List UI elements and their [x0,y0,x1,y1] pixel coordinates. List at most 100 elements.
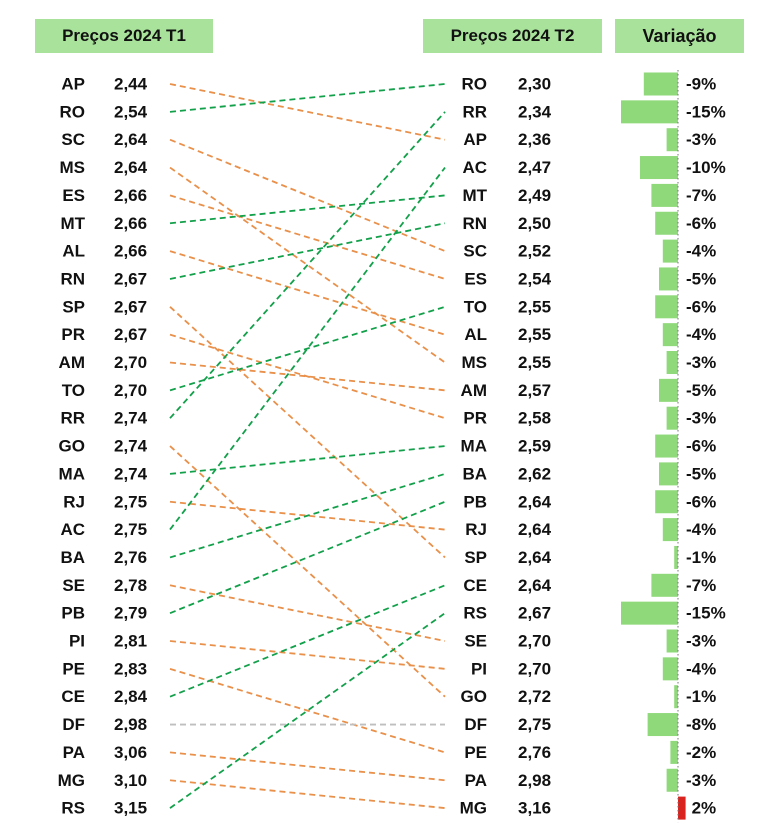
left-state-mt: MT [60,214,85,233]
connector-line-mt [169,194,446,225]
left-column: AP 2,44 RO 2,54 SC 2,64 MS 2,64 ES 2,66 MT 2,66 AL 2,… [58,75,148,818]
right-state-rr: RR [462,102,487,121]
variation-label-ma: -6% [686,437,716,456]
connector-line-to [169,305,446,392]
left-value-go: 2,74 [114,437,148,456]
left-value-ac: 2,75 [114,520,147,539]
left-state-pr: PR [61,325,85,344]
left-value-sc: 2,64 [114,130,148,149]
right-state-se: SE [464,632,487,651]
left-value-sp: 2,67 [114,297,147,316]
right-value-pb: 2,64 [518,492,552,511]
right-value-ba: 2,62 [518,464,551,483]
connector-line-es [169,194,446,280]
connector-line-rj [169,500,446,531]
connector-line-pa [169,751,446,782]
right-value-go: 2,72 [518,687,551,706]
left-state-ba: BA [60,548,85,567]
header-t1: Preços 2024 T1 [35,19,213,53]
right-state-to: TO [464,297,487,316]
variation-label-ms: -3% [686,353,716,372]
connector-lines [169,83,446,809]
variation-bar-ac [640,156,678,180]
right-state-df: DF [464,715,487,734]
left-state-pa: PA [63,743,85,762]
variation-bars: -9% -15% -3% -10% -7% -6% -4% -5% -6% -4% -3% -5% -3… [621,70,726,823]
right-value-al: 2,55 [518,325,551,344]
connector-line-se [169,584,446,642]
right-value-se: 2,70 [518,632,551,651]
right-state-rn: RN [462,214,487,233]
left-state-rj: RJ [63,492,85,511]
left-state-ap: AP [61,75,85,94]
connector-line-ba [169,473,446,559]
variation-bar-rj [662,518,678,542]
right-state-pa: PA [465,771,487,790]
left-state-ms: MS [60,158,86,177]
variation-label-rr: -15% [686,102,726,121]
right-value-pi: 2,70 [518,659,551,678]
connector-line-ac [169,167,446,531]
variation-label-ro: -9% [686,75,716,94]
left-state-pb: PB [61,604,85,623]
left-state-rr: RR [60,409,85,428]
right-value-rs: 2,67 [518,604,551,623]
left-state-ac: AC [60,520,85,539]
connector-line-sp [169,306,446,559]
right-state-ap: AP [463,130,487,149]
variation-label-ac: -10% [686,158,726,177]
right-state-ro: RO [462,75,488,94]
right-state-pi: PI [471,659,487,678]
right-state-mg: MG [460,799,487,818]
variation-label-ap: -3% [686,130,716,149]
right-value-ac: 2,47 [518,158,551,177]
left-state-rs: RS [61,799,85,818]
left-value-ro: 2,54 [114,102,148,121]
left-state-pi: PI [69,632,85,651]
right-state-am: AM [461,381,487,400]
variation-bar-ma [655,434,678,458]
left-state-mg: MG [58,771,85,790]
right-state-sc: SC [463,242,487,261]
variation-bar-ce [651,573,678,597]
variation-label-rj: -4% [686,520,716,539]
left-state-es: ES [62,186,85,205]
right-value-ro: 2,30 [518,75,551,94]
variation-bar-se [666,629,678,653]
variation-bar-rr [621,100,678,124]
left-state-ce: CE [61,687,85,706]
variation-bar-sp [674,545,678,569]
left-value-al: 2,66 [114,242,147,261]
variation-label-to: -6% [686,297,716,316]
right-value-mg: 3,16 [518,799,551,818]
right-state-sp: SP [464,548,487,567]
left-state-ro: RO [60,102,86,121]
left-value-am: 2,70 [114,353,147,372]
variation-bar-ro [643,72,678,96]
connector-line-am [169,361,446,392]
right-state-pb: PB [463,492,487,511]
right-state-ce: CE [463,576,487,595]
connector-line-pr [169,333,446,420]
connector-line-ap [169,83,446,141]
right-state-rj: RJ [465,520,487,539]
right-value-sp: 2,64 [518,548,552,567]
connector-line-ro [169,83,446,113]
variation-bar-mt [651,183,678,207]
right-state-al: AL [464,325,487,344]
left-state-rn: RN [60,269,85,288]
variation-bar-ba [659,462,678,486]
variation-label-rs: -15% [686,604,726,623]
variation-bar-am [659,378,678,402]
variation-bar-es [659,267,678,291]
left-state-df: DF [62,715,85,734]
right-value-pr: 2,58 [518,409,551,428]
right-value-ce: 2,64 [518,576,552,595]
variation-bar-rs [621,601,678,625]
variation-label-sp: -1% [686,548,716,567]
left-value-mg: 3,10 [114,771,147,790]
left-value-rn: 2,67 [114,269,147,288]
right-state-es: ES [464,269,487,288]
left-state-ma: MA [59,464,85,483]
